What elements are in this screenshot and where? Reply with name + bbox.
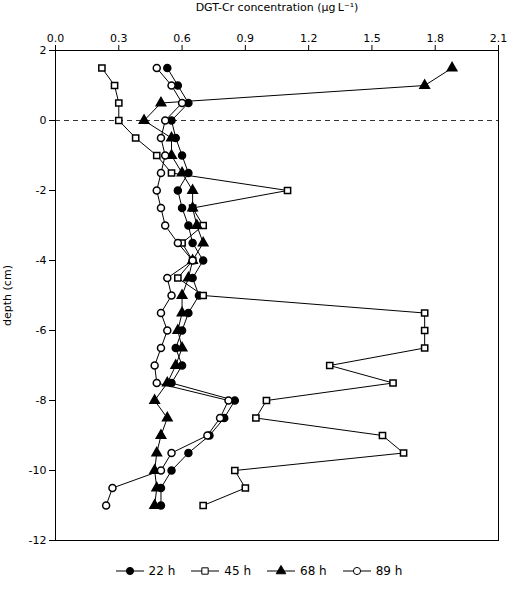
svg-text:2: 2 [40,44,47,57]
svg-text:0.9: 0.9 [237,32,255,45]
svg-text:2.1: 2.1 [490,32,508,45]
svg-text:-10: -10 [29,464,47,477]
svg-text:1.5: 1.5 [363,32,381,45]
svg-text:0.3: 0.3 [110,32,128,45]
html-text:89 h: 89 h [375,564,403,578]
svg-text:-12: -12 [29,534,47,547]
svg-text:-4: -4 [36,254,47,267]
svg-text:-8: -8 [36,394,47,407]
svg-text:DGT-Cr concentration (μg L⁻¹): DGT-Cr concentration (μg L⁻¹) [196,1,359,14]
html-text:22 h: 22 h [148,564,176,578]
html-text:45 h: 45 h [224,564,251,578]
svg-text:1.8: 1.8 [426,32,444,45]
svg-text:depth (cm): depth (cm) [1,265,14,326]
svg-text:0: 0 [40,114,47,127]
svg-text:-6: -6 [36,324,47,337]
svg-text:0.6: 0.6 [173,32,191,45]
svg-text:0.0: 0.0 [47,32,65,45]
html-text:68 h: 68 h [300,564,327,578]
svg-text:-2: -2 [36,184,47,197]
svg-text:1.2: 1.2 [300,32,318,45]
